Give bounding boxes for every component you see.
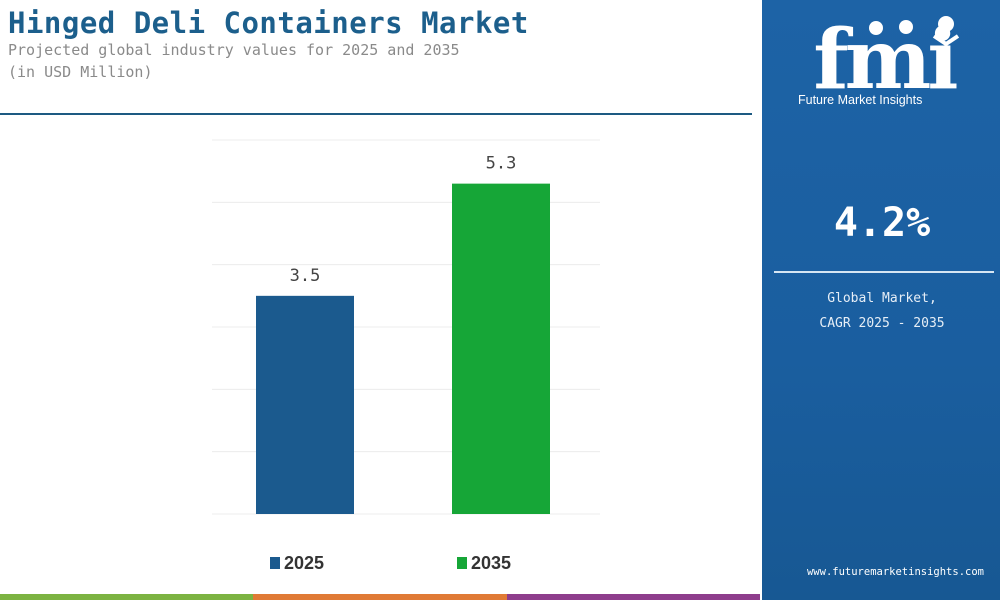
- subtitle-line-1: Projected global industry values for 202…: [8, 41, 460, 59]
- legend-swatch-2025: [270, 557, 280, 569]
- bar-chart: 3.5 5.3 2025 2035: [212, 139, 600, 573]
- subtitle-line-2: (in USD Million): [8, 63, 153, 81]
- summary-sidebar: fmi Future Market Insights 4.2% Global M…: [760, 0, 1000, 600]
- data-label-2025: 3.5: [290, 266, 321, 286]
- bar-2035: [452, 183, 550, 514]
- cagr-label: Global Market, CAGR 2025 - 2035: [819, 291, 945, 331]
- chart-subtitle: Projected global industry values for 202…: [8, 39, 460, 83]
- legend-label-2025: 2025: [284, 553, 324, 573]
- bar-2025: [256, 295, 354, 514]
- bottom-color-stripe: [0, 594, 760, 600]
- chart-panel: Hinged Deli Containers Market Projected …: [0, 6, 760, 600]
- legend-swatch-2035: [457, 557, 467, 569]
- cagr-value: 4.2%: [833, 200, 931, 246]
- svg-text:fmi: fmi: [813, 14, 957, 108]
- sidebar-divider: [774, 271, 994, 273]
- page-title: Hinged Deli Containers Market: [8, 6, 529, 40]
- logo-tagline: Future Market Insights: [798, 93, 923, 107]
- data-label-2035: 5.3: [486, 154, 517, 174]
- legend-label-2035: 2035: [471, 553, 511, 573]
- header-divider: [0, 113, 752, 115]
- fmi-logo: fmi: [813, 14, 961, 108]
- website-link[interactable]: www.futuremarketinsights.com: [806, 566, 984, 578]
